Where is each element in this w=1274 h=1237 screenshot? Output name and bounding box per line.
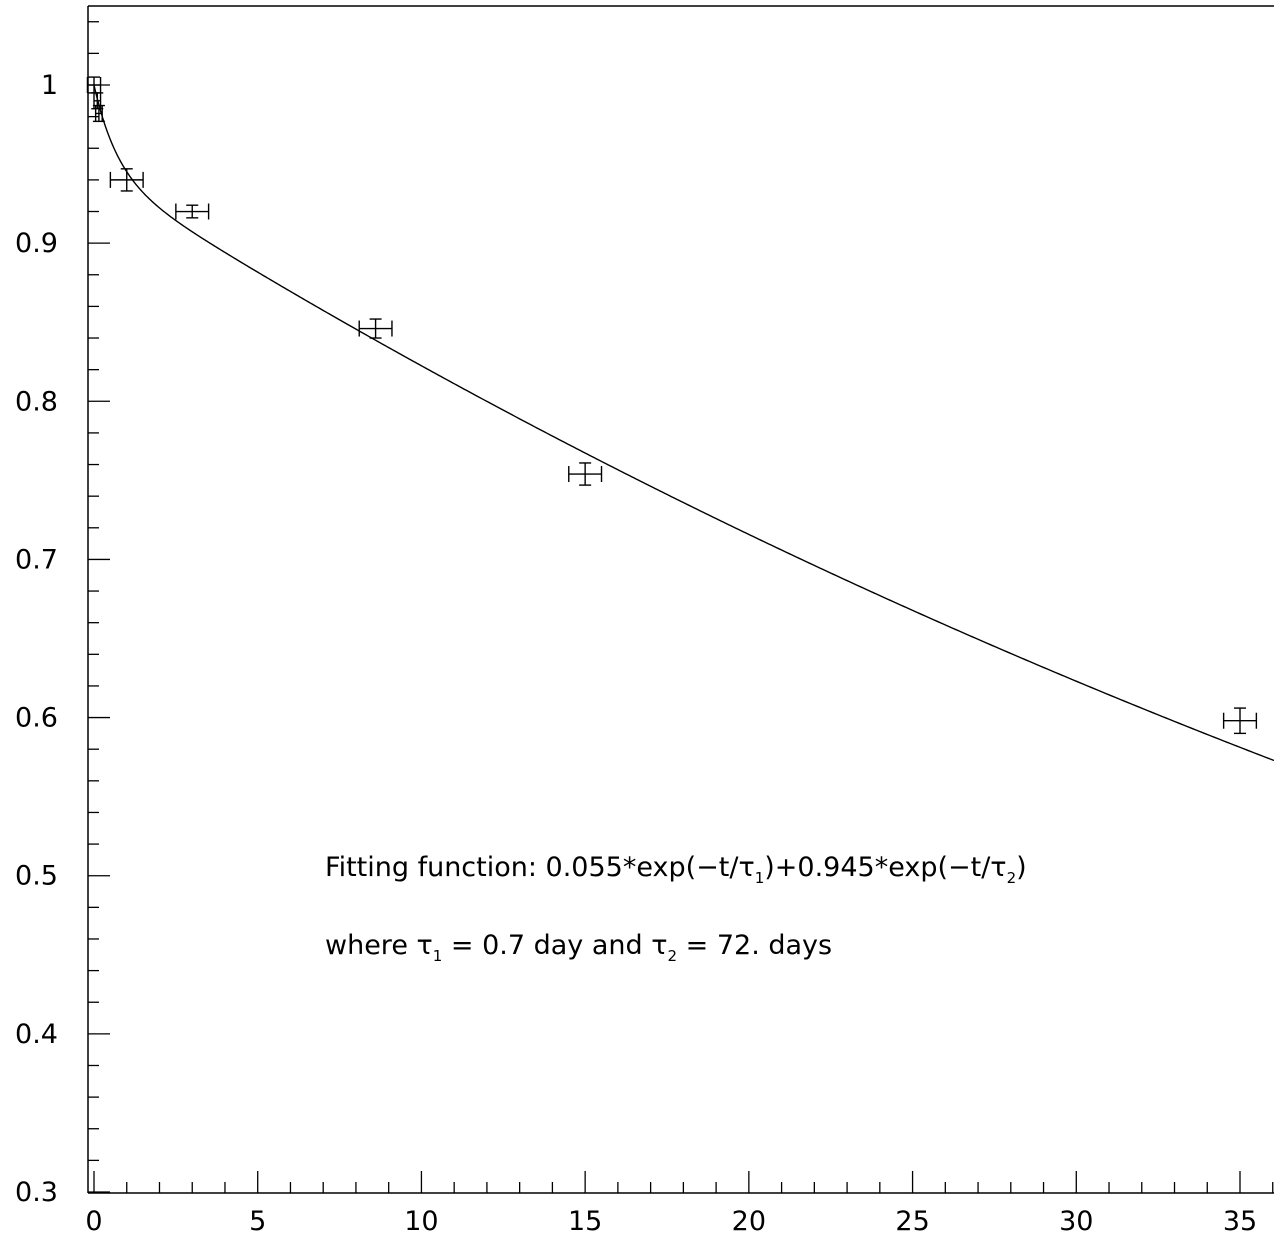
data-point — [358, 318, 393, 339]
x-tick-label: 10 — [404, 1206, 438, 1237]
data-points-layer — [86, 76, 1258, 735]
x-tick-label: 20 — [732, 1206, 766, 1237]
y-tick-label: 0.5 — [15, 861, 58, 892]
axes: 0.30.40.50.60.70.80.910 5 10 15 20 25 30 35 — [15, 5, 1274, 1237]
y-tick-label: 0.7 — [15, 544, 58, 575]
y-tick-label: 0.6 — [15, 703, 58, 734]
data-point — [91, 92, 104, 110]
annotation-fitting-function: Fitting function: 0.055*exp(−t/τ1)+0.945… — [325, 852, 1027, 887]
x-tick-label: 25 — [895, 1206, 929, 1237]
data-point — [1222, 707, 1258, 735]
data-point — [92, 104, 105, 123]
x-tick-label: 0 — [85, 1206, 102, 1237]
x-tick-label: 15 — [568, 1206, 602, 1237]
y-tick-label: 0.4 — [15, 1019, 58, 1050]
x-tick-label: 35 — [1223, 1206, 1257, 1237]
data-point — [175, 203, 210, 220]
annotation-tau-values: where τ1 = 0.7 day and τ2 = 72. days — [325, 930, 832, 965]
x-tick-label: 30 — [1059, 1206, 1093, 1237]
y-tick-label: 0.9 — [15, 228, 58, 259]
y-tick-label: 1 — [41, 70, 58, 101]
x-tick-label: 5 — [249, 1206, 266, 1237]
fit-curve — [93, 84, 1274, 762]
data-point — [86, 76, 102, 94]
data-point — [568, 462, 603, 486]
fit-curve-layer — [93, 84, 1274, 762]
y-tick-label: 0.3 — [15, 1177, 58, 1208]
data-point — [109, 168, 144, 192]
y-tick-label: 0.8 — [15, 386, 58, 417]
